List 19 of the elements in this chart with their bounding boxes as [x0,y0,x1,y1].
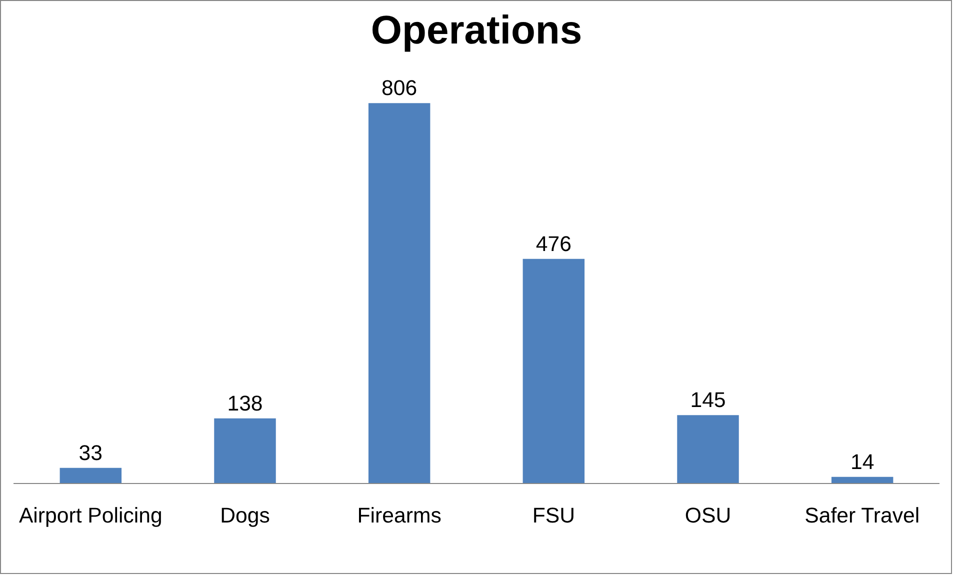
data-label: 33 [78,440,103,465]
bar [214,418,276,484]
x-tick-label: OSU [684,504,732,528]
data-label: 14 [850,450,874,474]
bar [522,258,585,484]
data-label: 806 [382,76,418,100]
bar [831,476,894,484]
x-tick-label: Airport Policing [18,504,162,528]
bar [60,468,122,484]
x-tick-label: FSU [532,504,576,528]
bar [368,103,430,484]
data-label: 145 [690,388,726,412]
x-tick-label: Dogs [220,504,270,528]
data-label: 138 [227,391,263,416]
x-tick-label: Safer Travel [804,504,920,528]
bar [677,415,739,484]
chart-title: Operations [370,8,582,52]
data-label: 476 [536,232,572,256]
x-tick-label: Firearms [357,504,442,528]
